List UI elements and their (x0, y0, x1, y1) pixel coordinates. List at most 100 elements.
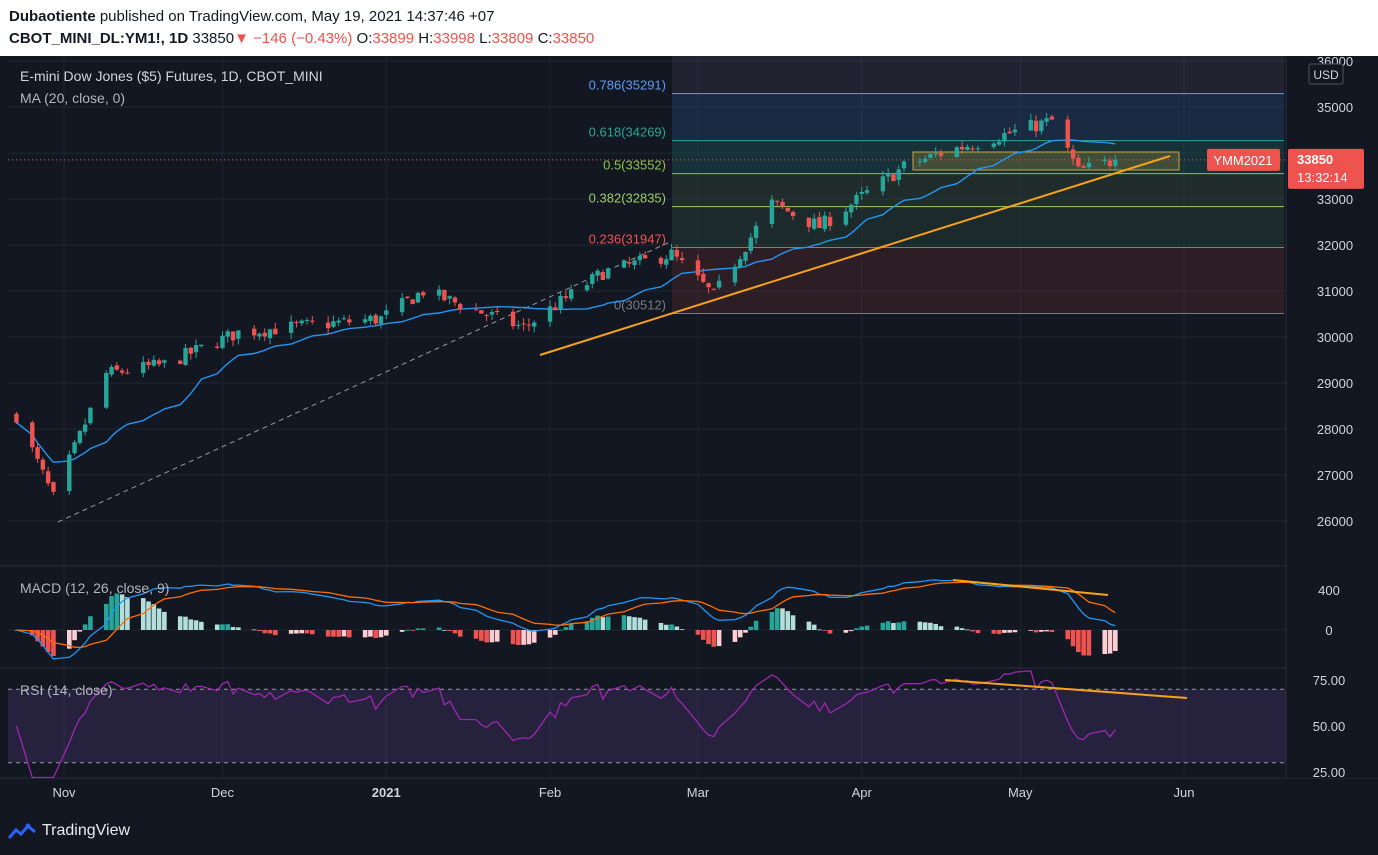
candle (347, 315, 352, 326)
open-label: O: (356, 30, 373, 47)
time-tick-label: Feb (539, 785, 561, 800)
macd-histogram-bar (331, 630, 336, 637)
macd-tick-label: 400 (1318, 583, 1340, 598)
macd-histogram-bar (294, 630, 299, 634)
macd-histogram-bar (547, 630, 553, 638)
macd-histogram-bar (114, 593, 120, 630)
candle (827, 211, 833, 231)
candle (495, 306, 500, 315)
candle (125, 368, 130, 375)
macd-histogram-bar (854, 628, 859, 630)
candle (901, 160, 907, 172)
macd-histogram-bar (954, 626, 960, 630)
candle (558, 291, 563, 314)
candle (331, 315, 336, 329)
candle (251, 325, 257, 340)
ma-line (16, 139, 1116, 463)
candle (35, 442, 40, 463)
candle (373, 313, 378, 326)
candle (674, 244, 680, 261)
candle (436, 285, 442, 301)
rsi-legend[interactable]: RSI (14, close) (20, 682, 113, 698)
candle (188, 346, 193, 360)
macd-histogram-bar (341, 630, 347, 637)
macd-histogram-bar (119, 594, 125, 630)
macd-line (16, 579, 1116, 660)
macd-histogram-bar (299, 630, 305, 634)
macd-histogram-bar (156, 608, 162, 630)
macd-histogram-bar (199, 621, 204, 630)
macd-histogram-bar (378, 630, 384, 638)
macd-histogram-bar (262, 630, 268, 634)
candle (447, 295, 452, 305)
macd-histogram-bar (1044, 630, 1049, 632)
candle (510, 308, 516, 330)
macd-histogram-bar (780, 608, 785, 630)
macd-histogram-bar (1002, 630, 1007, 633)
close-label: C: (537, 30, 553, 47)
macd-histogram-bar (663, 624, 669, 630)
candle (399, 293, 405, 317)
candle (811, 213, 817, 231)
candle (854, 191, 859, 210)
candle (706, 282, 711, 294)
candle (299, 319, 304, 326)
macd-histogram-bar (996, 630, 1002, 635)
ticker-tag-label: YMM2021 (1213, 153, 1272, 168)
candle (1044, 113, 1049, 127)
macd-histogram-bar (991, 630, 997, 634)
macd-histogram-bar (700, 630, 706, 640)
candle (547, 300, 553, 327)
candle (114, 362, 120, 371)
candle (896, 165, 901, 186)
price-tick-label: 26000 (1317, 514, 1353, 529)
publish-line: Dubaotiente published on TradingView.com… (9, 8, 494, 25)
candle (273, 322, 278, 335)
ma-legend[interactable]: MA (20, close, 0) (20, 90, 125, 106)
macd-histogram-bar (827, 630, 833, 634)
candle (146, 358, 151, 370)
candle (605, 267, 611, 280)
candle (51, 481, 56, 496)
symbol-line: CBOT_MINI_DL:YM1!, 1D 33850▼ −146 (−0.43… (9, 30, 594, 47)
macd-legend[interactable]: MACD (12, 26, close, 9) (20, 580, 169, 596)
candle (484, 313, 489, 322)
candle (922, 155, 928, 164)
candle (410, 298, 415, 305)
macd-histogram-bar (1039, 630, 1044, 632)
publish-info: published on TradingView.com, May 19, 20… (99, 8, 495, 25)
candle (362, 314, 368, 325)
author-name[interactable]: Dubaotiente (9, 8, 96, 25)
candle (938, 149, 944, 160)
time-tick-label: Apr (852, 785, 873, 800)
macd-histogram-bar (30, 630, 35, 636)
macd-histogram-bar (743, 630, 748, 633)
candle (88, 407, 93, 425)
macd-histogram-bar (901, 621, 907, 630)
candle (669, 243, 674, 261)
fib-label: 0.786(35291) (589, 78, 666, 93)
macd-histogram-bar (188, 619, 194, 630)
symbol-name[interactable]: CBOT_MINI_DL:YM1!, 1D (9, 30, 189, 47)
candle (743, 251, 748, 265)
macd-histogram-bar (769, 611, 775, 630)
macd-histogram-bar (891, 623, 896, 630)
macd-histogram-bar (553, 630, 558, 635)
candle (1039, 119, 1044, 135)
last-price: 33850 (192, 30, 235, 47)
macd-histogram-bar (77, 630, 83, 632)
candle (1049, 114, 1055, 120)
candle (1102, 155, 1107, 166)
ticker-tag (1207, 148, 1280, 171)
time-tick-label: Nov (52, 785, 76, 800)
macd-histogram-bar (748, 626, 754, 630)
chart-canvas[interactable]: 0.786(35291) 0.618(34269) 0.5(33552) 0.382(… (0, 56, 1378, 808)
macd-histogram-bar (436, 627, 442, 630)
main-legend-title[interactable]: E-mini Dow Jones ($5) Futures, 1D, CBOT_… (20, 68, 323, 84)
candle (959, 141, 965, 154)
macd-histogram-bar (595, 615, 600, 630)
tradingview-brand[interactable]: TradingView (42, 822, 131, 839)
macd-histogram-bar (917, 621, 923, 630)
candle (183, 344, 188, 366)
macd-histogram-bar (790, 615, 796, 630)
